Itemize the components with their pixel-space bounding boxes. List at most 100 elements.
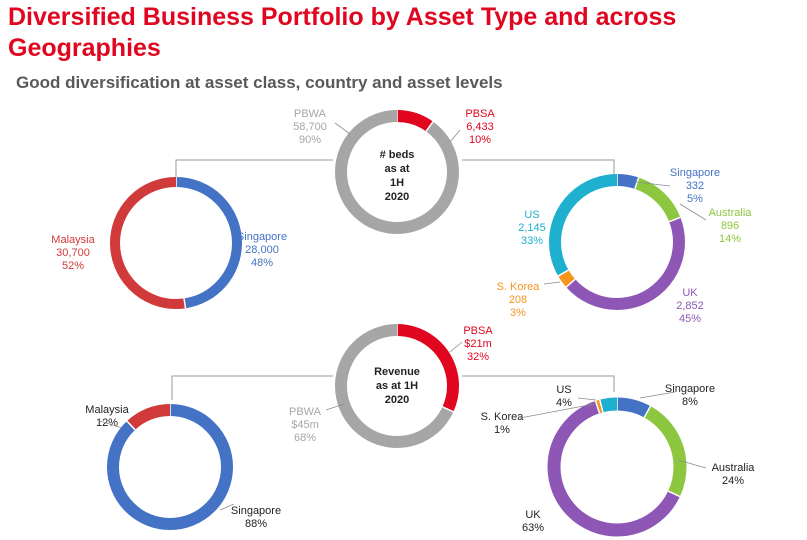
label-value: 208 — [509, 294, 527, 306]
page-subtitle: Good diversification at asset class, cou… — [16, 73, 503, 92]
leader-line — [519, 403, 595, 419]
label-value: 58,700 — [293, 121, 327, 133]
donut-revenue-total — [335, 324, 459, 448]
label-name: PBSA — [463, 325, 493, 337]
label-percent: 90% — [299, 134, 321, 146]
connector-line — [462, 159, 615, 178]
label-malaysia: Malaysia 30,700 52% — [51, 234, 95, 272]
donut-group — [107, 110, 687, 537]
label-name: Singapore — [670, 167, 720, 179]
label-percent: 48% — [251, 257, 273, 269]
label-percent: 88% — [245, 518, 267, 530]
slice-separator — [557, 269, 569, 277]
label-name: S. Korea — [481, 411, 525, 423]
slice-australia — [547, 397, 687, 537]
label-percent: 10% — [469, 134, 491, 146]
connector-lines — [171, 159, 615, 400]
label-value: 6,433 — [466, 121, 494, 133]
label-name: PBSA — [465, 108, 495, 120]
donut-revenue-pbsa — [547, 397, 687, 537]
center-label: # beds as at 1H 2020 — [380, 149, 415, 203]
label-name: US — [556, 384, 571, 396]
label-singapore: Singapore 8% — [665, 383, 715, 408]
label-pbsa: PBSA 6,433 10% — [465, 108, 495, 146]
label-name: PBWA — [289, 406, 322, 418]
label-percent: 33% — [521, 235, 543, 247]
label-name: Singapore — [237, 231, 287, 243]
slice-uk — [547, 397, 687, 537]
leader-line — [325, 403, 345, 411]
label-percent: 24% — [722, 475, 744, 487]
slice-pbwa — [335, 324, 459, 448]
leader-line — [577, 397, 597, 401]
label-name: Singapore — [665, 383, 715, 395]
center-label-line: 1H — [390, 177, 404, 189]
slice-separator — [425, 121, 434, 132]
slice-separator — [643, 405, 652, 418]
label-name: Malaysia — [51, 234, 95, 246]
slice-separator — [594, 400, 601, 414]
label-value: 896 — [721, 220, 739, 232]
label-us: US 4% — [556, 384, 572, 409]
label-name: Australia — [709, 207, 753, 219]
slice-separator — [667, 490, 681, 498]
label-us: US 2,145 33% — [518, 209, 546, 247]
slice-separator — [634, 177, 640, 190]
leader-line — [449, 129, 461, 143]
label-percent: 68% — [294, 432, 316, 444]
label-s-korea: S. Korea 208 3% — [497, 281, 541, 319]
slice-separator — [126, 420, 136, 431]
connector-line — [462, 375, 615, 392]
label-percent: 45% — [679, 313, 701, 325]
leader-line — [635, 181, 671, 187]
label-pbwa: PBWA $45m 68% — [289, 406, 322, 444]
slice-uk — [549, 174, 685, 310]
leader-line — [99, 420, 123, 429]
label-uk: UK 2,852 45% — [676, 287, 704, 325]
slice-separator — [442, 406, 454, 413]
slice-separator — [598, 399, 604, 413]
donut-beds-pbwa — [110, 177, 242, 309]
label-value: 2,852 — [676, 300, 704, 312]
label-s-korea: S. Korea 1% — [481, 411, 525, 436]
label-malaysia: Malaysia 12% — [85, 404, 129, 429]
leader-line — [639, 391, 676, 399]
label-australia: Australia 24% — [712, 462, 756, 487]
label-uk: UK 63% — [522, 509, 544, 534]
label-name: UK — [525, 509, 541, 521]
leader-line — [677, 459, 707, 469]
page-title: Diversified Business Portfolio by Asset … — [8, 3, 677, 62]
slice-us — [547, 397, 687, 537]
slice-singapore — [107, 404, 233, 530]
label-pbsa: PBSA $21m 32% — [463, 325, 493, 363]
label-name: US — [524, 209, 539, 221]
label-value: $45m — [291, 419, 319, 431]
label-value: 2,145 — [518, 222, 546, 234]
slice-us — [549, 174, 685, 310]
leader-line — [679, 203, 707, 221]
label-percent: 3% — [510, 307, 526, 319]
connector-line — [175, 159, 333, 178]
slice-malaysia — [110, 177, 242, 309]
donut-beds-pbsa — [549, 174, 685, 310]
label-singapore: Singapore 88% — [231, 505, 281, 530]
label-percent: 63% — [522, 522, 544, 534]
leader-line — [219, 503, 235, 511]
label-value: 30,700 — [56, 247, 90, 259]
label-australia: Australia 896 14% — [709, 207, 753, 245]
center-label-line: 2020 — [385, 191, 409, 203]
label-name: Singapore — [231, 505, 281, 517]
label-name: Australia — [712, 462, 756, 474]
label-singapore: Singapore 28,000 48% — [237, 231, 287, 269]
donut-beds-total — [335, 110, 459, 234]
label-percent: 14% — [719, 233, 741, 245]
slice-separator — [668, 216, 681, 223]
slice-separator — [565, 278, 576, 288]
leader-line — [449, 341, 463, 353]
label-percent: 5% — [687, 193, 703, 205]
label-percent: 52% — [62, 260, 84, 272]
leader-line — [334, 122, 351, 135]
label-percent: 32% — [467, 351, 489, 363]
